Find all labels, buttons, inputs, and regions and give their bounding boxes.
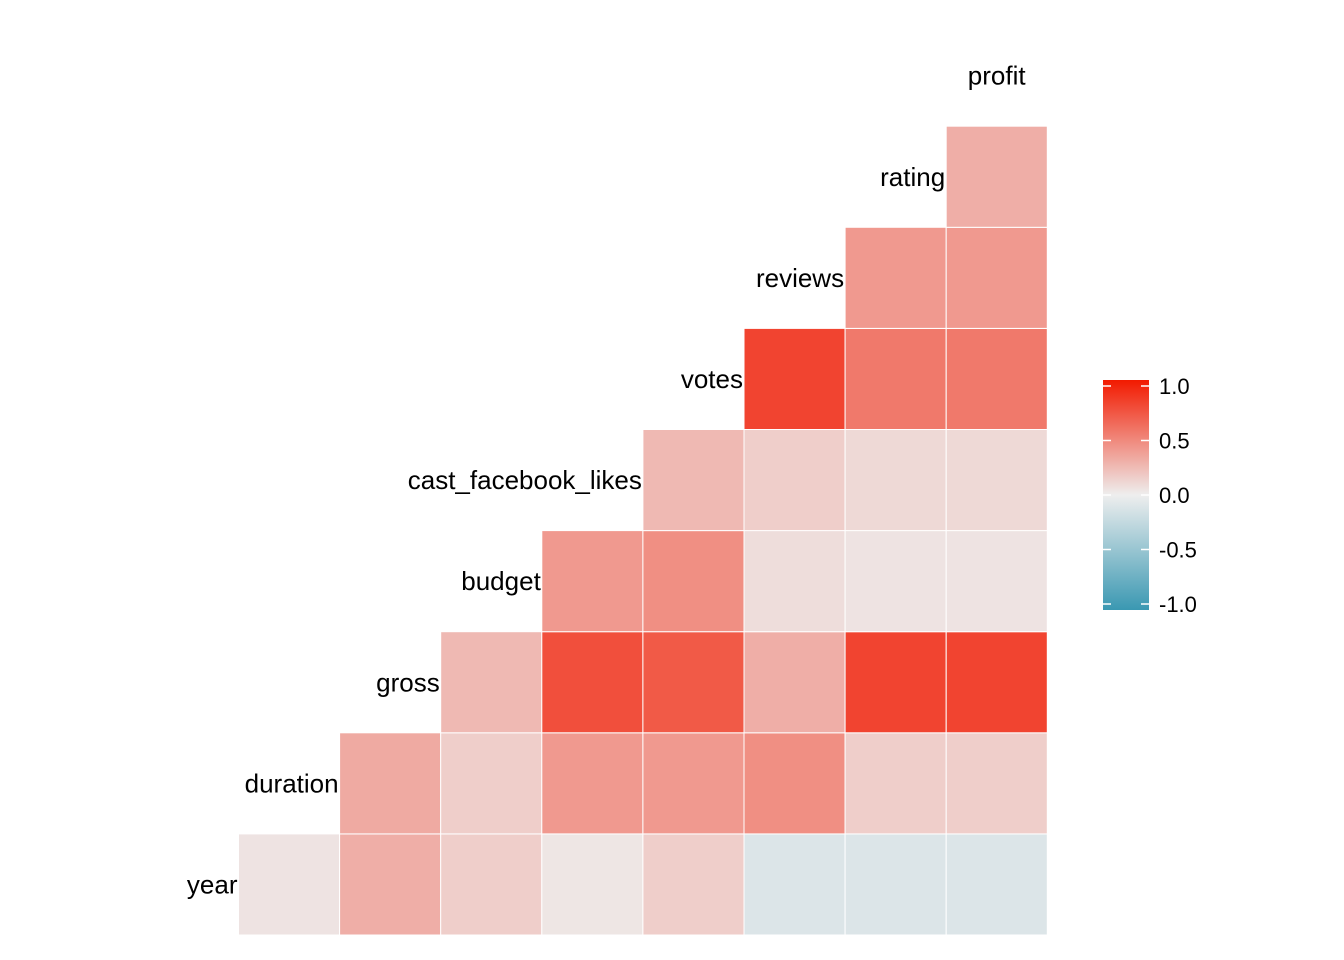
legend-tick-label: 0.0	[1159, 483, 1190, 508]
color-legend: 1.0 0.5 0.0 -0.5 -1.0	[1103, 374, 1197, 617]
heatmap-cells	[238, 125, 1048, 936]
heatmap-cell-duration-year	[238, 833, 341, 936]
heatmap-cell-profit-budget	[945, 530, 1048, 633]
variable-label-profit: profit	[968, 61, 1027, 91]
heatmap-cell-rating-year	[844, 833, 947, 936]
heatmap-cell-budget-year	[440, 833, 543, 936]
heatmap-cell-cast_facebook_likes-budget	[541, 530, 644, 633]
heatmap-cell-rating-duration	[844, 732, 947, 835]
legend-ticks: 1.0 0.5 0.0 -0.5 -1.0	[1103, 374, 1197, 617]
variable-label-gross: gross	[376, 667, 440, 697]
legend-tick-label: 0.5	[1159, 429, 1190, 454]
legend-tick-label: -0.5	[1159, 538, 1197, 563]
heatmap-cell-gross-year	[339, 833, 442, 936]
heatmap-cell-gross-duration	[339, 732, 442, 835]
heatmap-cell-profit-cast_facebook_likes	[945, 429, 1048, 532]
variable-label-year: year	[187, 870, 238, 900]
heatmap-cell-reviews-votes	[743, 327, 846, 430]
heatmap-cell-cast_facebook_likes-gross	[541, 631, 644, 734]
variable-labels: year duration gross budget cast_facebook_lik…	[187, 61, 1026, 900]
heatmap-cell-votes-budget	[642, 530, 745, 633]
heatmap-cell-profit-year	[945, 833, 1048, 936]
variable-label-budget: budget	[461, 566, 541, 596]
heatmap-cell-votes-year	[642, 833, 745, 936]
heatmap-cell-rating-budget	[844, 530, 947, 633]
heatmap-cell-cast_facebook_likes-year	[541, 833, 644, 936]
legend-tick-label: 1.0	[1159, 374, 1190, 399]
heatmap-cell-profit-duration	[945, 732, 1048, 835]
heatmap-cell-reviews-gross	[743, 631, 846, 734]
heatmap-cell-profit-reviews	[945, 226, 1048, 329]
heatmap-cell-rating-votes	[844, 327, 947, 430]
heatmap-cell-votes-gross	[642, 631, 745, 734]
heatmap-cell-votes-duration	[642, 732, 745, 835]
heatmap-cell-cast_facebook_likes-duration	[541, 732, 644, 835]
heatmap-cell-reviews-budget	[743, 530, 846, 633]
heatmap-cell-rating-gross	[844, 631, 947, 734]
legend-tick-label: -1.0	[1159, 592, 1197, 617]
heatmap-cell-budget-duration	[440, 732, 543, 835]
heatmap-cell-reviews-duration	[743, 732, 846, 835]
variable-label-cast_facebook_likes: cast_facebook_likes	[408, 465, 642, 495]
heatmap-cell-reviews-cast_facebook_likes	[743, 429, 846, 532]
heatmap-cell-rating-reviews	[844, 226, 947, 329]
heatmap-cell-profit-rating	[945, 125, 1048, 228]
heatmap-cell-profit-gross	[945, 631, 1048, 734]
variable-label-rating: rating	[880, 162, 945, 192]
heatmap-cell-votes-cast_facebook_likes	[642, 429, 745, 532]
heatmap-cell-profit-votes	[945, 327, 1048, 430]
variable-label-duration: duration	[245, 768, 339, 798]
variable-label-votes: votes	[681, 364, 743, 394]
heatmap-cell-budget-gross	[440, 631, 543, 734]
heatmap-cell-reviews-year	[743, 833, 846, 936]
heatmap-cell-rating-cast_facebook_likes	[844, 429, 947, 532]
variable-label-reviews: reviews	[756, 263, 844, 293]
